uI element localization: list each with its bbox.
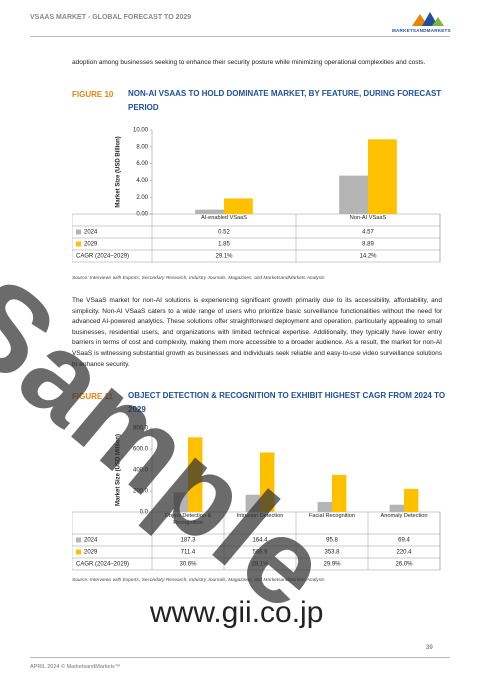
category-cell: Intrusion Detection: [236, 513, 284, 519]
header-rule: [30, 36, 450, 37]
paragraph: adoption among businesses seeking to enh…: [72, 59, 426, 66]
x-tick-label: Anomaly Detection: [380, 513, 428, 519]
category-cell: Object Detection & Recognition: [164, 513, 212, 526]
category-cell: AI-enabled VSaaS: [200, 215, 248, 221]
x-tick-label: Non-AI VSaaS: [349, 215, 387, 221]
chart: 0.0 200.0 400.0 600.0 800.0 Market Size (USD …: [72, 426, 441, 571]
bar: [260, 452, 275, 512]
table-value: 711.4: [181, 550, 196, 556]
bar: [317, 501, 332, 512]
bar: [389, 504, 404, 512]
chart: 0.00 2.00 4.00 6.00 8.00 10.00 Market Size (US…: [72, 128, 441, 263]
cagr-value: 28.1%: [251, 562, 269, 568]
y-tick-label: 6.00: [136, 161, 148, 167]
cagr-value: 30.6%: [179, 562, 197, 568]
watermark-url: www.gii.co.jp: [150, 596, 324, 629]
logo-icon: [412, 12, 444, 26]
x-tick-label: AI-enabled VSaaS: [200, 215, 248, 221]
legend-swatch: [76, 549, 81, 555]
figure-title: NON-AI VSAAS TO HOLD DOMINATE MARKET, BY…: [128, 89, 442, 112]
y-tick-label: 200.0: [133, 489, 149, 495]
table-value: 187.3: [180, 538, 196, 544]
bar: [224, 198, 253, 214]
header-title: VSAAS MARKET - GLOBAL FORECAST TO 2029: [30, 14, 192, 21]
legend-label: 2029: [84, 242, 98, 248]
table-value: 220.4: [396, 550, 412, 556]
legend-swatch: [76, 229, 81, 235]
table-value: 1.85: [218, 242, 230, 248]
cagr-label: CAGR (2024–2029): [76, 254, 129, 260]
bar: [245, 494, 260, 512]
category-cell: Anomaly Detection: [380, 513, 428, 519]
y-axis-label: Market Size (USD Million): [116, 434, 122, 506]
figure-label: FIGURE 10: [72, 90, 114, 99]
legend-swatch: [76, 537, 81, 543]
logo-text: MARKETSANDMARKETS: [392, 28, 451, 33]
y-tick-label: 0.0: [140, 510, 149, 516]
bar: [188, 437, 203, 512]
bar: [195, 209, 224, 214]
legend-swatch: [76, 241, 81, 247]
category-cell: Facial Recognition: [308, 513, 356, 519]
source: Source: Interviews with Experts, Seconda…: [72, 276, 325, 281]
legend-label: 2024: [84, 538, 98, 544]
bar: [368, 139, 397, 214]
y-axis-label: Market Size (USD Billion): [116, 136, 122, 207]
footer-text: APRIL 2024 © MarketsandMarkets™: [30, 664, 121, 670]
bar: [173, 492, 188, 512]
x-tick-label: Object Detection & Recognition: [164, 513, 212, 526]
category-cell: Non-AI VSaaS: [349, 215, 387, 221]
table-value: 69.4: [398, 538, 410, 544]
y-tick-label: 4.00: [136, 178, 148, 184]
y-tick-label: 8.00: [136, 144, 148, 150]
page-number: 39: [426, 645, 433, 651]
table-value: 95.8: [326, 538, 338, 544]
cagr-value: 14.2%: [359, 254, 377, 260]
table-value: 353.8: [324, 550, 340, 556]
bar: [332, 474, 347, 512]
legend-label: 2024: [84, 230, 98, 236]
table-value: 4.57: [362, 230, 374, 236]
cagr-label: CAGR (2024–2029): [76, 562, 129, 568]
figure-title: OBJECT DETECTION & RECOGNITION TO EXHIBI…: [128, 391, 446, 414]
y-tick-label: 600.0: [133, 447, 149, 453]
legend-label: 2029: [84, 550, 98, 556]
table-value: 8.89: [362, 242, 374, 248]
cagr-value: 29.1%: [215, 254, 233, 260]
x-tick-label: Intrusion Detection: [236, 513, 284, 519]
figure-label: FIGURE 11: [72, 392, 113, 401]
y-tick-label: 800.0: [133, 426, 149, 432]
y-tick-label: 2.00: [136, 195, 148, 201]
paragraph: The VSaaS market for non-AI solutions is…: [72, 297, 442, 368]
table-value: 0.52: [218, 230, 230, 236]
cagr-value: 26.0%: [395, 562, 413, 568]
source: Source: Interviews with Experts, Seconda…: [72, 578, 325, 583]
y-tick-label: 400.0: [133, 468, 149, 474]
bar: [339, 175, 368, 214]
table-value: 164.4: [252, 538, 268, 544]
bar: [404, 488, 419, 512]
cagr-value: 29.9%: [323, 562, 341, 568]
y-tick-label: 0.00: [136, 212, 148, 218]
x-tick-label: Facial Recognition: [308, 513, 356, 519]
table-value: 566.9: [252, 550, 268, 556]
y-tick-label: 10.00: [133, 128, 149, 134]
footer-rule: [30, 657, 450, 658]
